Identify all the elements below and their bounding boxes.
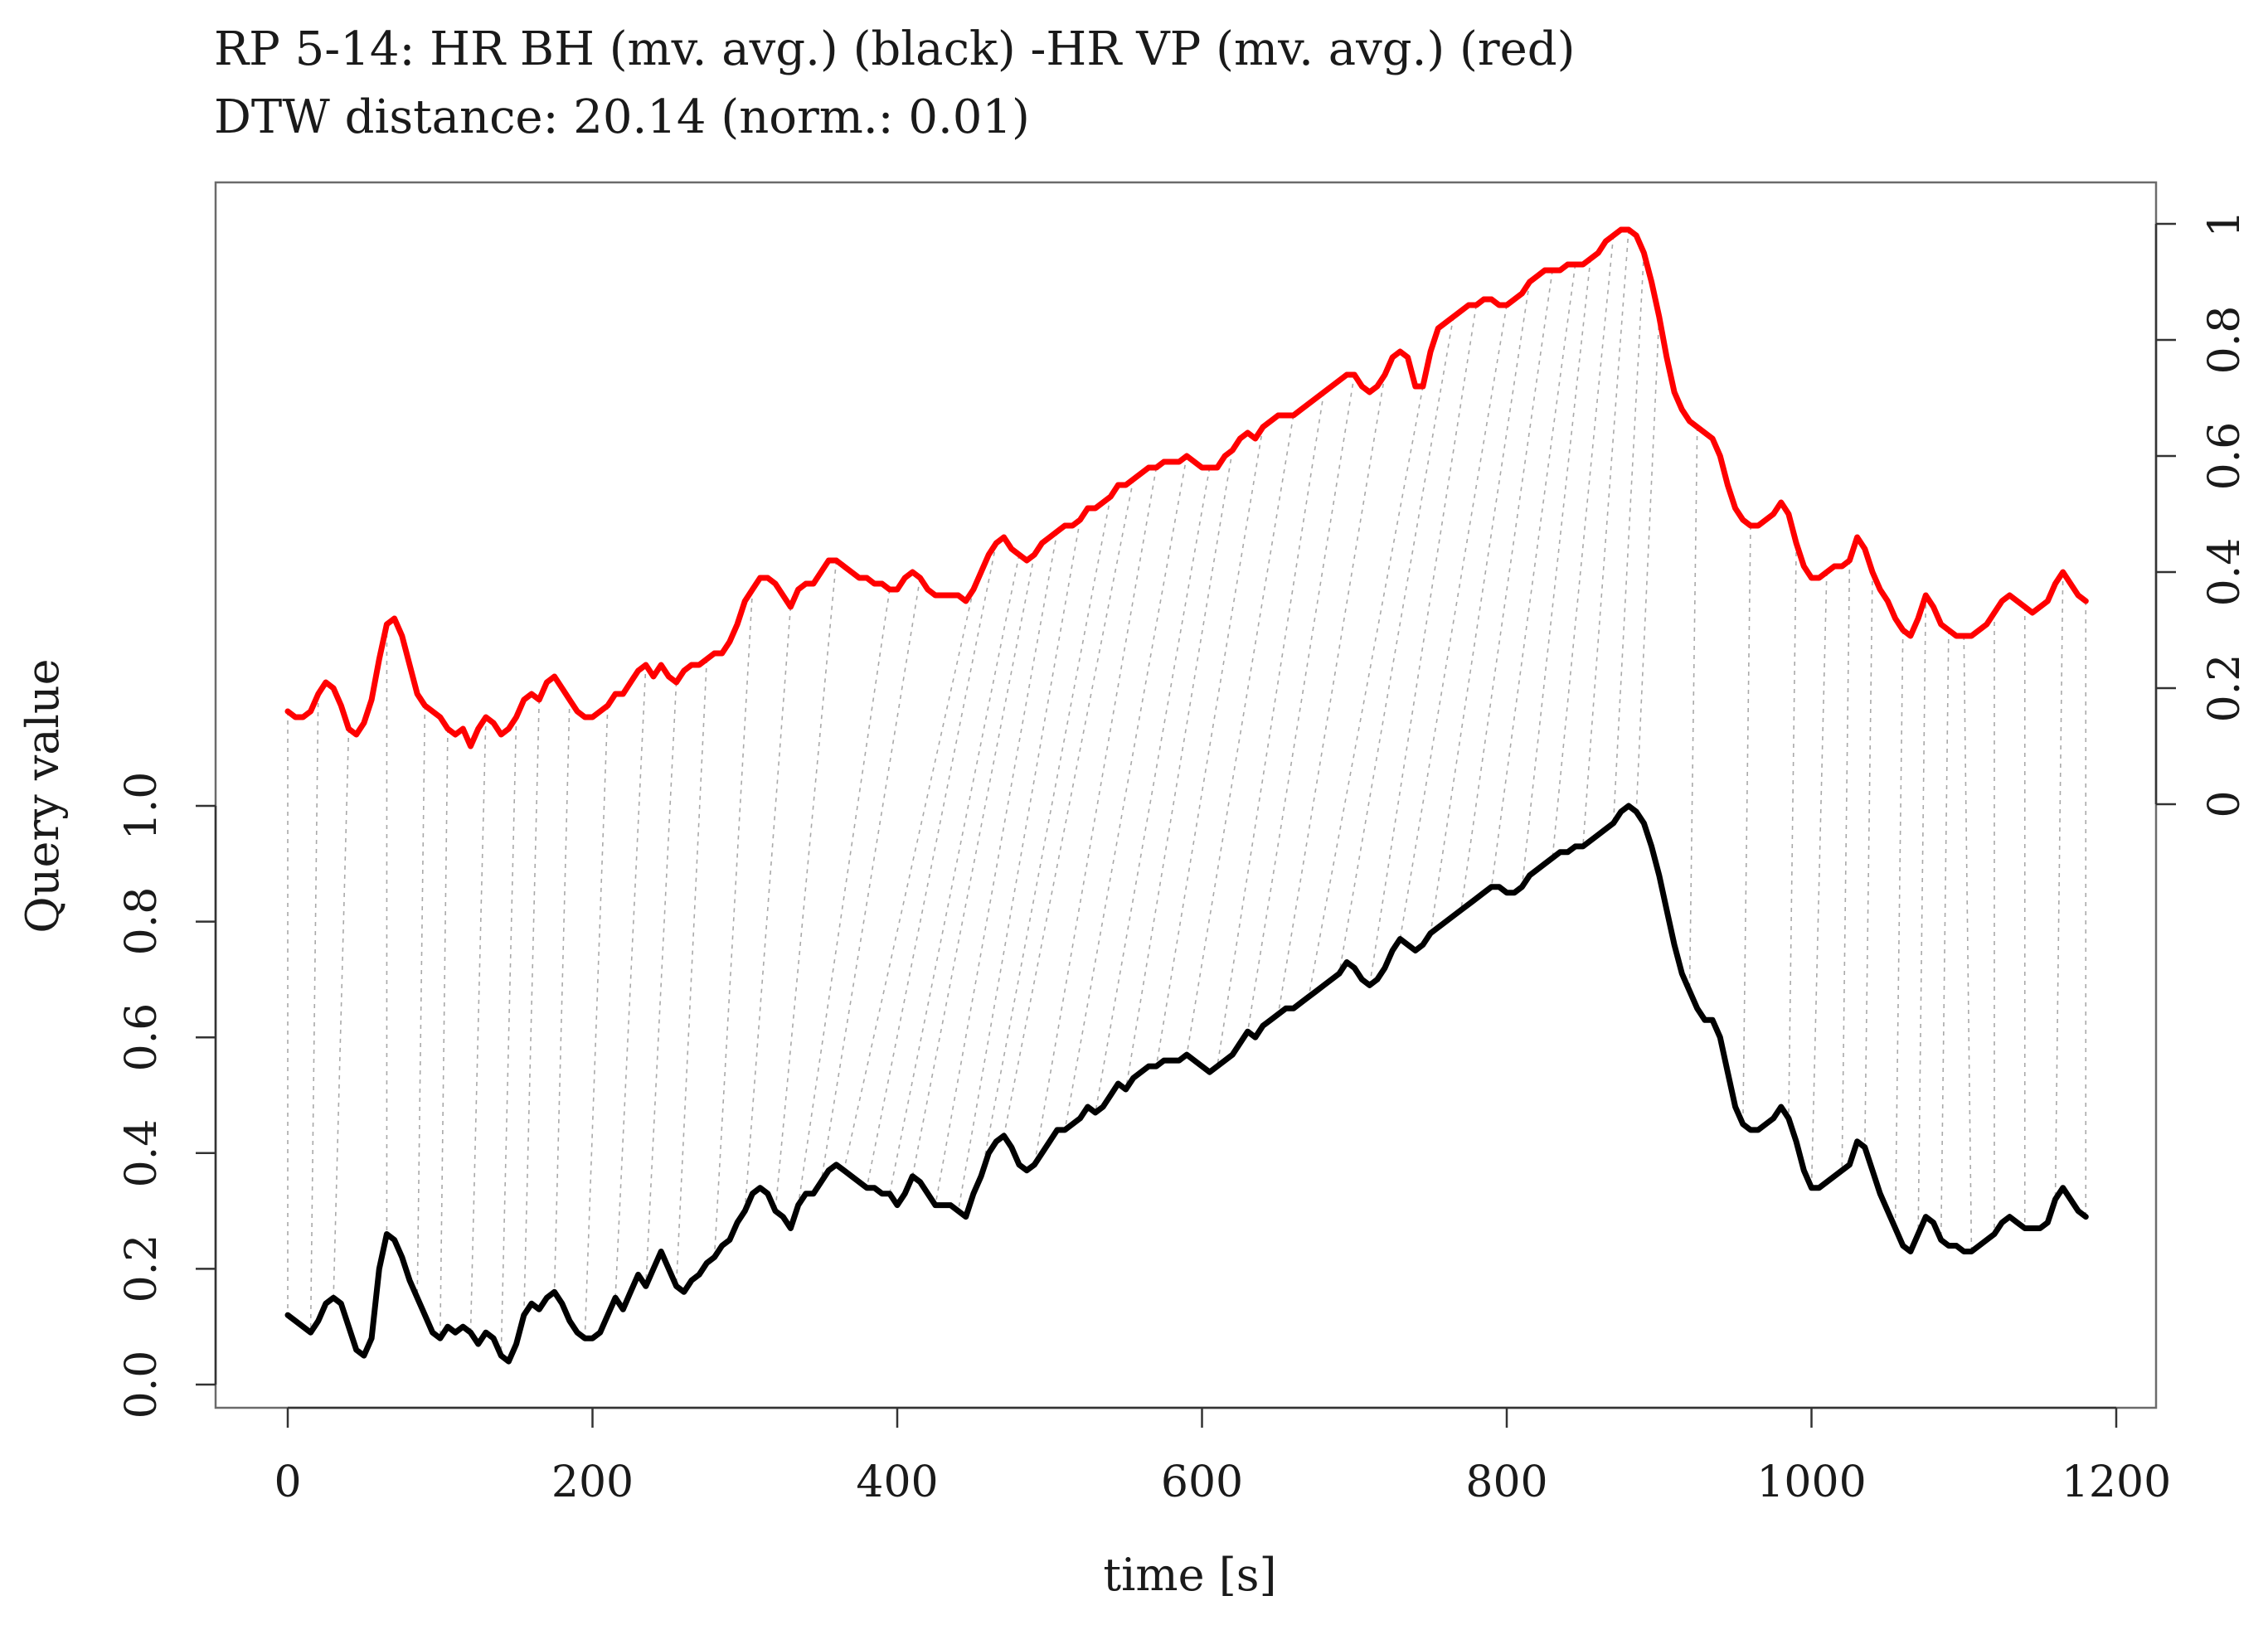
series-lines [284,226,2089,1365]
y-right-tick-label: 0.6 [2200,422,2250,491]
alignment-line [1064,455,1187,1131]
alignment-line [1810,571,1828,1188]
x-axis: 0 200 400 600 800 1000 1200 time [s] [274,1406,2171,1601]
alignment-line [843,589,974,1171]
alignment-line [1399,304,1508,939]
series-line-black [284,803,2089,1365]
y-right-tick-label: 0 [2200,790,2250,817]
alignment-line [1940,629,1950,1240]
x-tick-label: 200 [551,1458,634,1507]
alignment-line [1894,629,1904,1229]
alignment-line [333,728,350,1298]
x-tick-label: 600 [1161,1458,1243,1507]
alignment-line [614,664,647,1298]
y-axis-label: Query value [17,658,69,933]
x-tick-label: 800 [1465,1458,1547,1507]
alignment-line [1430,281,1531,934]
alignment-line [1788,542,1797,1118]
alignment-line [1217,391,1325,1067]
alignment-line [911,554,1036,1176]
alignment-line [523,699,540,1316]
alignment-line [1124,449,1234,1090]
y-left-tick-label: 1.0 [117,772,167,841]
y-left-tick-label: 0.2 [117,1235,167,1303]
alignment-line [500,716,517,1356]
alignment-line [1635,316,1660,812]
y-right-tick-label: 1 [2200,210,2250,237]
alignment-line [1338,316,1455,974]
y-axis-right: 0 0.2 0.4 0.6 0.8 1 [2154,210,2250,818]
alignment-line [1003,478,1134,1137]
x-tick-marks [286,1408,2118,1428]
alignment-line [1742,525,1751,1124]
alignment-line [775,560,838,1211]
alignment-line [1095,467,1211,1113]
alignment-line [584,705,609,1339]
alignment-line [1864,571,1873,1147]
alignment-line [980,496,1112,1176]
y-right-tick-label: 0.2 [2200,654,2250,723]
alignment-line [309,693,319,1333]
alignment-line [645,682,677,1287]
x-tick-label: 400 [856,1458,938,1507]
alignment-line [553,699,571,1293]
alignment-line [797,589,891,1205]
alignment-line [2054,571,2064,1200]
alignment-line [1368,304,1478,986]
alignment-line [1277,374,1386,1015]
alignment-line [957,519,1081,1211]
alignment-line [1460,269,1553,910]
alignment-line [1612,252,1645,823]
x-tick-label: 1200 [2062,1458,2171,1507]
alignment-lines [287,229,2087,1356]
alignment-line [469,716,487,1333]
alignment-line [416,705,426,1298]
alignment-line [713,589,754,1258]
alignment-line [1186,415,1294,1055]
alignment-line [1688,426,1698,992]
x-axis-label: time [s] [1103,1549,1276,1601]
alignment-line [1552,235,1615,858]
chart-title-line-2: DTW distance: 20.14 (norm.: 0.01) [214,90,1030,144]
y-right-tick-label: 0.4 [2200,538,2250,607]
alignment-line [1963,635,1973,1252]
alignment-line [1308,386,1424,997]
alignment-line [1246,374,1356,1032]
alignment-line [1490,264,1576,887]
chart-title-line-1: RP 5-14: HR BH (mv. avg.) (black) -HR VP… [214,22,1575,76]
y-left-tick-label: 0.4 [117,1119,167,1188]
y-right-tick-marks [2156,222,2176,806]
y-left-tick-label: 0.6 [117,1003,167,1072]
alignment-line [935,531,1058,1205]
alignment-line [1841,560,1851,1171]
alignment-line [866,542,998,1188]
y-axis-left: 0.0 0.2 0.4 0.6 0.8 1.0 Query value [17,658,217,1419]
y-right-tick-label: 0.8 [2200,306,2250,375]
alignment-line [1033,467,1158,1165]
alignment-line [744,606,792,1211]
x-tick-label: 0 [274,1458,301,1507]
alignment-line [439,728,449,1339]
alignment-line [1582,229,1629,846]
y-left-tick-marks [196,804,216,1386]
series-line-red [284,226,2089,749]
x-tick-label: 1000 [1756,1458,1866,1507]
y-left-tick-label: 0.8 [117,887,167,956]
alignment-line [1155,426,1264,1067]
plot-frame [214,181,2158,1409]
alignment-line [1917,594,1927,1235]
alignment-line [675,658,708,1287]
alignment-line [820,577,921,1182]
y-left-tick-label: 0.0 [117,1351,167,1419]
